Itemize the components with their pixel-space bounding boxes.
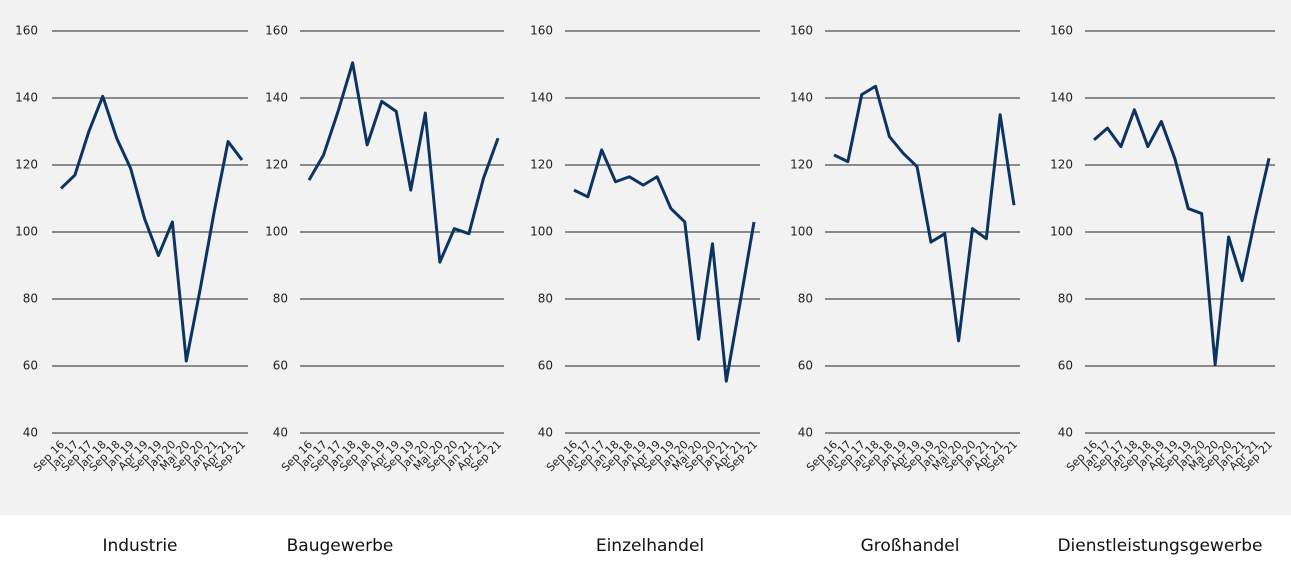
y-tick-label: 140 <box>790 91 813 105</box>
y-tick-label: 80 <box>23 292 38 306</box>
y-tick-label: 140 <box>530 91 553 105</box>
y-tick-label: 40 <box>798 426 813 440</box>
y-tick-label: 120 <box>790 158 813 172</box>
y-tick-label: 80 <box>538 292 553 306</box>
data-line <box>307 61 500 264</box>
y-tick-label: 100 <box>790 225 813 239</box>
y-tick-label: 140 <box>1050 91 1073 105</box>
y-tick-label: 120 <box>265 158 288 172</box>
chart-title: Einzelhandel <box>596 536 704 556</box>
y-tick-label: 60 <box>798 359 813 373</box>
y-tick-label: 100 <box>265 225 288 239</box>
y-tick-label: 40 <box>273 426 288 440</box>
y-tick-label: 100 <box>530 225 553 239</box>
y-tick-label: 120 <box>1050 158 1073 172</box>
y-tick-label: 160 <box>15 24 38 38</box>
y-tick-label: 40 <box>538 426 553 440</box>
data-line <box>1093 108 1271 366</box>
y-tick-label: 120 <box>530 158 553 172</box>
y-tick-label: 40 <box>23 426 38 440</box>
y-tick-label: 60 <box>273 359 288 373</box>
y-tick-label: 160 <box>790 24 813 38</box>
y-tick-label: 160 <box>265 24 288 38</box>
panel-background <box>0 0 1291 515</box>
data-line <box>59 94 244 363</box>
y-tick-label: 140 <box>15 91 38 105</box>
y-tick-label: 160 <box>1050 24 1073 38</box>
y-tick-label: 80 <box>798 292 813 306</box>
y-tick-label: 80 <box>273 292 288 306</box>
y-tick-label: 60 <box>1058 359 1073 373</box>
chart-title: Industrie <box>102 536 177 556</box>
y-tick-label: 60 <box>23 359 38 373</box>
data-line <box>573 148 756 383</box>
chart-title: Baugewerbe <box>287 536 394 556</box>
y-tick-label: 40 <box>1058 426 1073 440</box>
y-tick-label: 100 <box>1050 225 1073 239</box>
y-tick-label: 60 <box>538 359 553 373</box>
y-tick-label: 120 <box>15 158 38 172</box>
data-line <box>833 84 1016 343</box>
y-tick-label: 140 <box>265 91 288 105</box>
y-tick-label: 160 <box>530 24 553 38</box>
chart-title: Großhandel <box>861 536 960 556</box>
chart-title: Dienstleistungsgewerbe <box>1057 536 1262 556</box>
y-tick-label: 80 <box>1058 292 1073 306</box>
y-tick-label: 100 <box>15 225 38 239</box>
